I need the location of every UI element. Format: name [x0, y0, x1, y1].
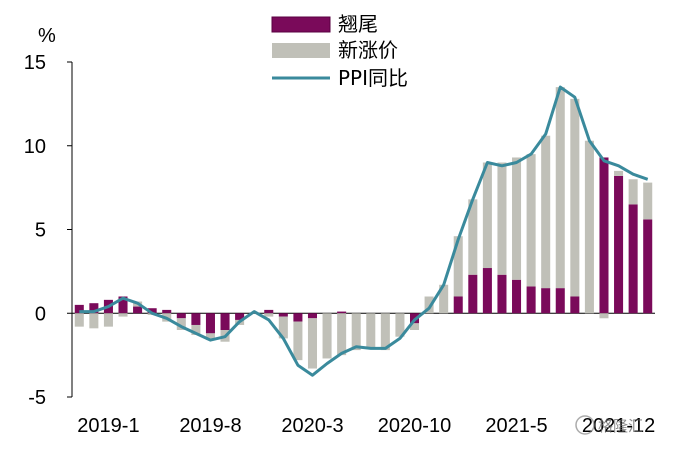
bar-xinzhangjia — [424, 296, 434, 314]
bar-qiaowei — [176, 313, 186, 319]
bar-qiaowei — [307, 313, 318, 319]
bar-xinzhangjia — [307, 318, 318, 369]
bar-qiaowei — [147, 308, 157, 314]
legend-label: 翘尾 — [338, 12, 378, 36]
bars — [74, 87, 653, 369]
lines — [79, 85, 649, 377]
bar-qiaowei — [293, 313, 303, 322]
bar-xinzhangjia — [205, 333, 215, 341]
y-tick-label: 10 — [24, 136, 46, 158]
x-tick-label: 2019-1 — [77, 415, 139, 437]
bar-xinzhangjia — [497, 162, 507, 275]
bar-xinzhangjia — [541, 135, 551, 289]
bar-xinzhangjia — [176, 318, 186, 330]
bar-xinzhangjia — [366, 313, 376, 349]
bar-xinzhangjia — [512, 157, 522, 280]
bar-xinzhangjia — [264, 313, 274, 317]
bar-qiaowei — [74, 304, 84, 314]
bar-xinzhangjia — [293, 321, 303, 361]
bar-qiaowei — [468, 274, 478, 314]
y-tick-labels: 15 10 5 0 -5 — [24, 52, 72, 409]
y-tick-label: 15 — [24, 52, 46, 74]
bar-qiaowei — [191, 313, 201, 325]
bar-xinzhangjia — [555, 87, 565, 289]
bar-xinzhangjia — [380, 313, 390, 351]
bar-qiaowei — [570, 296, 580, 314]
bar-xinzhangjia — [322, 313, 332, 359]
bar-xinzhangjia — [409, 323, 420, 330]
bar-xinzhangjia — [118, 313, 128, 317]
bar-xinzhangjia — [584, 140, 594, 314]
bar-xinzhangjia — [599, 313, 609, 319]
watermark-logo-icon — [575, 415, 595, 435]
x-tick-label: 2020-3 — [281, 415, 343, 437]
bar-qiaowei — [337, 311, 347, 314]
bar-xinzhangjia — [439, 284, 449, 314]
bar-xinzhangjia — [89, 313, 99, 329]
bar-xinzhangjia — [453, 236, 463, 297]
bar-xinzhangjia — [74, 313, 84, 327]
y-unit-label: % — [38, 25, 56, 47]
bar-xinzhangjia — [614, 170, 624, 176]
bar-qiaowei — [133, 306, 143, 314]
legend-swatch-xinzhangjia — [272, 43, 330, 58]
x-tick-label: 2020-10 — [378, 415, 451, 437]
bar-xinzhangjia — [191, 324, 201, 336]
bar-xinzhangjia — [278, 316, 288, 339]
y-tick-label: 0 — [35, 303, 46, 325]
bar-xinzhangjia — [526, 154, 536, 287]
x-tick-label: 2021-12 — [582, 415, 655, 437]
bar-qiaowei — [512, 279, 522, 314]
legend-swatch-qiaowei — [271, 16, 331, 33]
bar-qiaowei — [162, 309, 172, 314]
x-tick-label: 2021-5 — [485, 415, 547, 437]
bar-qiaowei — [482, 268, 492, 314]
bar-qiaowei — [614, 175, 624, 314]
bar-xinzhangjia — [628, 179, 638, 205]
bar-qiaowei — [555, 288, 565, 314]
bar-qiaowei — [235, 313, 245, 320]
y-tick-label: 5 — [35, 220, 46, 242]
bar-xinzhangjia — [351, 313, 361, 351]
y-tick-label: -5 — [28, 387, 46, 409]
line-ppi-yoy — [79, 85, 649, 377]
bar-xinzhangjia — [337, 313, 347, 356]
bar-xinzhangjia — [468, 199, 478, 275]
legend-label: 新涨价 — [338, 38, 398, 62]
bar-qiaowei — [453, 296, 463, 314]
bar-xinzhangjia — [570, 98, 580, 297]
bar-qiaowei — [205, 313, 215, 334]
bar-xinzhangjia — [103, 313, 113, 327]
watermark: 格隆汇 — [575, 415, 643, 435]
watermark-text: 格隆汇 — [598, 417, 643, 435]
bar-qiaowei — [497, 274, 507, 314]
bar-xinzhangjia — [482, 162, 492, 269]
bar-xinzhangjia — [643, 182, 653, 220]
x-tick-labels: 2019-1 2019-8 2020-3 2020-10 2021-5 2021-12 — [77, 415, 655, 437]
bar-qiaowei — [118, 296, 128, 314]
bar-qiaowei — [599, 157, 609, 314]
bar-qiaowei — [628, 204, 638, 314]
bar-qiaowei — [541, 288, 551, 314]
bar-qiaowei — [278, 313, 288, 317]
bar-qiaowei — [526, 286, 536, 314]
bar-xinzhangjia — [395, 313, 405, 337]
bar-qiaowei — [264, 309, 274, 314]
x-tick-label: 2019-8 — [179, 415, 241, 437]
bar-qiaowei — [643, 219, 653, 314]
legend-label: PPI同比 — [338, 66, 408, 90]
bar-qiaowei — [89, 303, 99, 314]
bar-qiaowei — [220, 313, 230, 330]
